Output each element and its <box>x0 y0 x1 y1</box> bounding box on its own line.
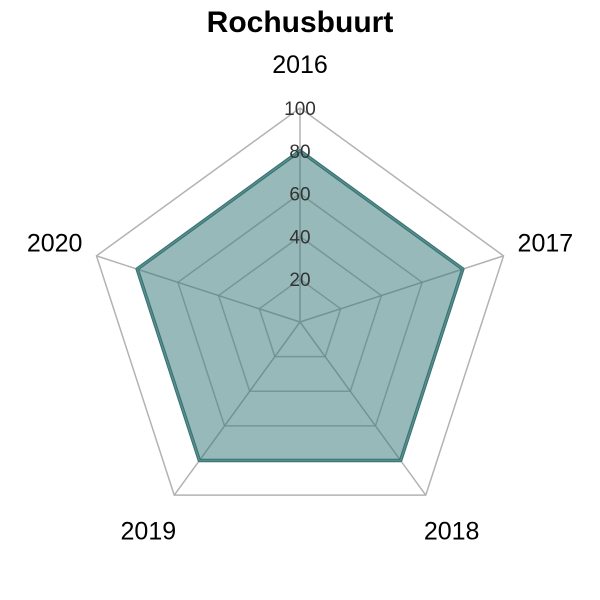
grid-ring-60 <box>177 192 423 427</box>
series-area-0 <box>137 150 463 461</box>
tick-label: 100 <box>284 99 316 120</box>
tick-label: 20 <box>289 270 310 291</box>
radar-grid <box>95 107 505 496</box>
axis-label-2018: 2018 <box>424 518 480 546</box>
axis-label-2017: 2017 <box>518 229 574 257</box>
grid-ring-80 <box>136 149 464 462</box>
tick-label: 80 <box>289 142 310 163</box>
chart-title: Rochusbuurt <box>206 6 394 39</box>
tick-label: 40 <box>289 227 310 248</box>
grid-ring-100 <box>95 107 505 496</box>
axis-label-2019: 2019 <box>121 518 177 546</box>
axis-label-2016: 2016 <box>272 51 328 79</box>
tick-label: 60 <box>289 185 310 206</box>
radar-axis-labels: 2016 2017 2018 2019 2020 <box>27 51 573 546</box>
grid-ring-20 <box>258 278 342 358</box>
grid-ring-40 <box>217 235 383 393</box>
radar-ticks: 20 40 60 80 100 <box>284 99 316 291</box>
axis-label-2020: 2020 <box>27 229 83 257</box>
